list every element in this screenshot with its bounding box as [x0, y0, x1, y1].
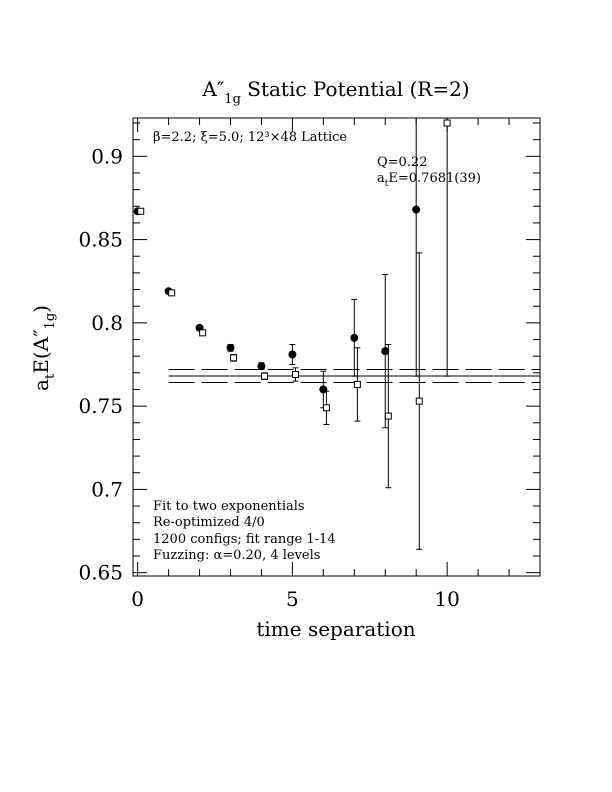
x-axis-label: time separation: [256, 617, 415, 641]
tick-labels: 0.65 0.7 0.75 0.8 0.85 0.9 0 5 10: [78, 144, 459, 611]
data-point-open: [199, 329, 207, 337]
y-tick-label: 0.85: [78, 228, 123, 252]
note-line-3: 1200 configs; fit range 1-14: [153, 532, 336, 547]
ylabel-a-sub: t: [43, 373, 58, 379]
y-tick-label: 0.75: [78, 394, 123, 418]
x-tick-label: 0: [131, 587, 144, 611]
ylabel-sub: 1g: [43, 313, 58, 330]
y-tick-label: 0.9: [91, 144, 123, 168]
data-point-open: [230, 354, 238, 362]
x-tick-label: 5: [286, 587, 299, 611]
fit-energy: atE=0.7681(39): [377, 171, 481, 189]
ylabel-a: a: [29, 379, 53, 391]
data-point-open: [353, 380, 361, 388]
data-point-open: [137, 207, 145, 215]
data-point-filled: [257, 362, 266, 371]
note-line-4: Fuzzing: α=0.20, 4 levels: [153, 548, 320, 563]
y-tick-label: 0.7: [91, 477, 123, 501]
ylabel-mid: E(A″: [29, 329, 53, 373]
x-tick-label: 10: [434, 587, 459, 611]
note-line-2: Re-optimized 4/0: [153, 515, 265, 530]
fit-energy-rest: E=0.7681(39): [388, 171, 481, 186]
ylabel-end: ): [29, 305, 53, 313]
data-point-open: [168, 289, 176, 297]
data-point-open: [415, 397, 423, 405]
data-point-open: [443, 119, 451, 127]
fit-energy-a: a: [377, 171, 385, 186]
chart-title: A″1g Static Potential (R=2): [201, 77, 469, 107]
title-base: A″: [201, 77, 224, 101]
fit-q-value: Q=0.22: [377, 155, 428, 170]
axis-ticks: [133, 118, 541, 576]
data-series: [133, 118, 451, 550]
data-point-open: [384, 412, 392, 420]
data-point-filled: [381, 347, 390, 356]
note-line-1: Fit to two exponentials: [153, 499, 305, 514]
data-point-filled: [288, 350, 297, 359]
data-point-open: [291, 370, 299, 378]
fit-energy-sub: t: [385, 179, 389, 189]
data-point-open: [322, 404, 330, 412]
title-sub: 1g: [224, 92, 241, 107]
lattice-label: β=2.2; ξ=5.0; 12³×48 Lattice: [153, 130, 347, 145]
title-rest: Static Potential (R=2): [241, 77, 470, 101]
data-point-filled: [226, 343, 235, 352]
plot-frame: [132, 117, 541, 577]
data-point-filled: [412, 205, 421, 214]
data-point-filled: [350, 333, 359, 342]
data-point-open: [261, 372, 269, 380]
y-tick-label: 0.65: [78, 561, 123, 585]
y-tick-label: 0.8: [91, 311, 123, 335]
y-axis-label: atE(A″1g): [29, 305, 58, 391]
